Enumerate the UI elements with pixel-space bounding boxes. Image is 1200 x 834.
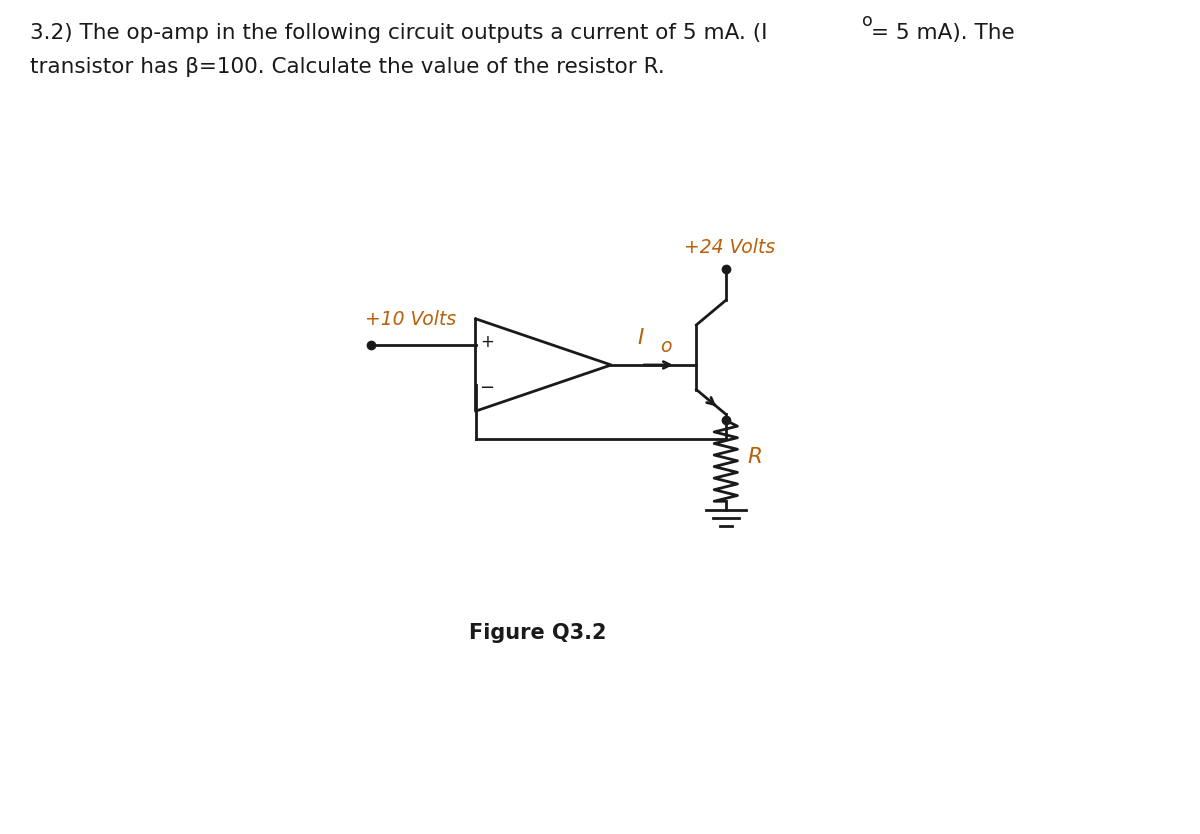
Text: +24 Volts: +24 Volts: [684, 239, 775, 257]
Text: o: o: [862, 12, 872, 29]
Text: +: +: [480, 333, 494, 350]
Text: 3.2) The op-amp in the following circuit outputs a current of 5 mA. (I: 3.2) The op-amp in the following circuit…: [30, 23, 768, 43]
Text: −: −: [480, 379, 494, 397]
Text: I: I: [637, 328, 644, 348]
Text: Figure Q3.2: Figure Q3.2: [469, 623, 606, 643]
Text: transistor has β=100. Calculate the value of the resistor R.: transistor has β=100. Calculate the valu…: [30, 57, 665, 77]
Text: = 5 mA). The: = 5 mA). The: [871, 23, 1015, 43]
Text: o: o: [660, 337, 672, 356]
Text: +10 Volts: +10 Volts: [365, 310, 456, 329]
Text: R: R: [748, 447, 762, 467]
